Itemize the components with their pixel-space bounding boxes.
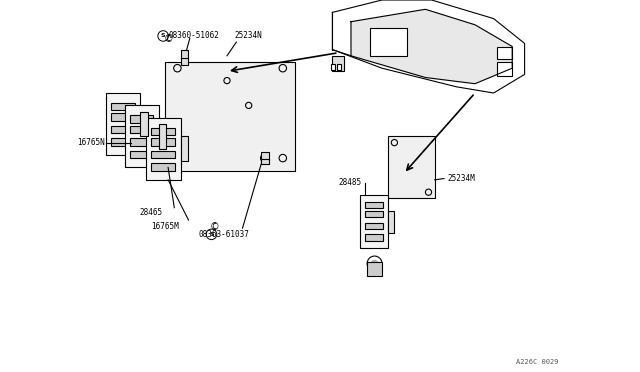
Text: A226C 0029: A226C 0029 <box>516 359 559 365</box>
FancyBboxPatch shape <box>365 202 383 208</box>
FancyBboxPatch shape <box>130 126 153 133</box>
Text: 16765M: 16765M <box>152 222 179 231</box>
FancyBboxPatch shape <box>331 64 335 70</box>
Text: S: S <box>161 33 166 38</box>
FancyBboxPatch shape <box>152 163 175 170</box>
FancyBboxPatch shape <box>367 262 382 276</box>
FancyBboxPatch shape <box>370 28 407 56</box>
Text: 25234N: 25234N <box>234 32 262 41</box>
Text: 08360-51062: 08360-51062 <box>168 32 219 41</box>
Polygon shape <box>351 9 512 84</box>
Text: $\copyright$: $\copyright$ <box>209 220 220 232</box>
Text: 28465: 28465 <box>139 208 162 217</box>
FancyBboxPatch shape <box>365 234 383 241</box>
FancyBboxPatch shape <box>159 124 166 149</box>
FancyBboxPatch shape <box>106 93 140 155</box>
FancyBboxPatch shape <box>180 49 188 65</box>
FancyBboxPatch shape <box>152 138 175 146</box>
Text: $\copyright$: $\copyright$ <box>163 32 173 44</box>
Circle shape <box>371 260 378 267</box>
FancyBboxPatch shape <box>165 62 295 170</box>
FancyBboxPatch shape <box>140 112 148 137</box>
Text: 28485: 28485 <box>339 179 362 187</box>
Text: S: S <box>209 232 214 237</box>
FancyBboxPatch shape <box>365 211 383 217</box>
Text: 25234M: 25234M <box>447 174 475 183</box>
Text: 16765N: 16765N <box>77 138 105 147</box>
FancyBboxPatch shape <box>180 137 188 161</box>
FancyBboxPatch shape <box>360 195 388 248</box>
FancyBboxPatch shape <box>130 115 153 123</box>
Text: 08363-61037: 08363-61037 <box>198 230 250 239</box>
FancyBboxPatch shape <box>337 64 341 70</box>
FancyBboxPatch shape <box>111 126 134 133</box>
FancyBboxPatch shape <box>111 103 134 110</box>
FancyBboxPatch shape <box>388 211 394 232</box>
FancyBboxPatch shape <box>125 105 159 167</box>
FancyBboxPatch shape <box>388 137 435 198</box>
FancyBboxPatch shape <box>147 118 180 180</box>
FancyBboxPatch shape <box>332 56 344 71</box>
FancyBboxPatch shape <box>365 223 383 230</box>
FancyBboxPatch shape <box>130 151 153 158</box>
FancyBboxPatch shape <box>497 62 512 76</box>
FancyBboxPatch shape <box>130 138 153 146</box>
FancyBboxPatch shape <box>152 128 175 135</box>
FancyBboxPatch shape <box>497 46 512 59</box>
FancyBboxPatch shape <box>111 138 134 146</box>
FancyBboxPatch shape <box>111 113 134 121</box>
FancyBboxPatch shape <box>152 151 175 158</box>
FancyBboxPatch shape <box>261 152 269 164</box>
